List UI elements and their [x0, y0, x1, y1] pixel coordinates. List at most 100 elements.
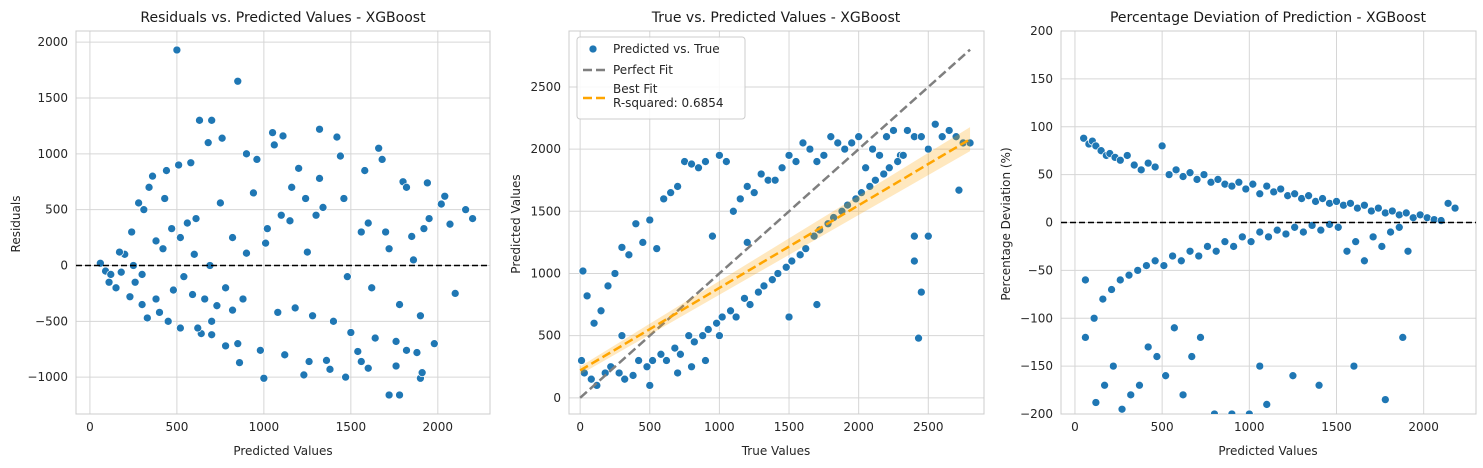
data-point	[1290, 222, 1300, 232]
data-point	[868, 144, 877, 154]
x-tick-label: 2000	[423, 420, 454, 434]
y-axis-label: Percentage Deviation (%)	[999, 147, 1013, 300]
data-point	[148, 171, 157, 181]
data-point	[172, 45, 182, 55]
data-point	[577, 356, 586, 365]
x-tick-label: 2000	[843, 420, 874, 434]
data-point	[228, 233, 237, 242]
x-tick-label: 2500	[913, 420, 944, 434]
data-point	[429, 339, 439, 349]
y-tick-label: 50	[1038, 168, 1053, 182]
y-tick-label: 2000	[530, 142, 561, 156]
data-point	[673, 182, 682, 191]
data-point	[652, 244, 662, 253]
data-point	[742, 238, 752, 247]
data-point	[189, 249, 199, 259]
x-tick-label: 1500	[1321, 420, 1352, 434]
data-point	[1211, 246, 1221, 256]
data-point	[262, 224, 272, 233]
data-point	[332, 132, 342, 142]
data-point	[417, 368, 427, 378]
data-point	[167, 224, 177, 233]
data-point	[1360, 200, 1369, 210]
data-point	[1262, 400, 1272, 409]
data-point	[801, 244, 811, 253]
data-point	[419, 224, 429, 233]
data-point	[1171, 165, 1181, 175]
data-point	[1333, 222, 1343, 232]
data-point	[256, 346, 265, 355]
data-point	[242, 149, 251, 159]
y-tick-label: 100	[1030, 120, 1053, 134]
data-point	[424, 214, 434, 223]
data-point	[1081, 275, 1090, 285]
data-point	[754, 287, 763, 297]
data-point	[634, 356, 643, 365]
data-point	[276, 210, 286, 220]
data-point	[784, 312, 794, 322]
data-point	[596, 306, 606, 316]
data-point	[203, 138, 213, 148]
y-tick-label: −150	[1020, 359, 1053, 373]
data-point	[280, 350, 290, 360]
data-point	[1178, 172, 1188, 181]
data-point	[1244, 409, 1254, 414]
data-point	[158, 244, 168, 254]
data-point	[367, 283, 377, 293]
data-point	[930, 119, 940, 129]
data-point	[1262, 181, 1272, 191]
x-tick-label: 500	[165, 420, 188, 434]
data-point	[1332, 197, 1341, 206]
data-point	[715, 151, 724, 160]
x-tick-label: 0	[1071, 420, 1079, 434]
data-point	[221, 283, 230, 293]
plot-area	[577, 48, 975, 399]
data-point	[1248, 179, 1258, 189]
data-point	[1264, 232, 1273, 242]
data-point	[407, 232, 417, 241]
data-point	[624, 250, 634, 260]
data-point	[795, 250, 805, 260]
x-tick-label: 500	[1151, 420, 1174, 434]
data-point	[1398, 333, 1408, 342]
data-point	[812, 157, 822, 166]
data-point	[735, 194, 745, 204]
data-point	[125, 292, 135, 302]
data-point	[1360, 256, 1369, 266]
chart-title: Percentage Deviation of Prediction - XGB…	[1110, 10, 1427, 26]
x-tick-label: 1000	[249, 420, 280, 434]
data-point	[1386, 227, 1395, 237]
data-point	[843, 200, 852, 210]
x-tick-label: 2000	[1408, 420, 1439, 434]
data-point	[638, 238, 648, 247]
data-point	[1135, 380, 1144, 390]
data-point	[391, 337, 401, 346]
data-point	[1316, 225, 1326, 235]
data-point	[395, 390, 404, 400]
data-point	[847, 138, 857, 148]
data-point	[726, 306, 735, 316]
data-point	[610, 269, 620, 278]
data-point	[1213, 175, 1223, 184]
y-tick-label: −200	[1020, 407, 1053, 421]
data-point	[163, 316, 173, 326]
data-point	[111, 283, 121, 293]
data-point	[1227, 409, 1237, 414]
data-point	[740, 294, 749, 303]
y-tick-label: 150	[1030, 72, 1053, 86]
data-point	[115, 247, 124, 257]
data-point	[1108, 361, 1118, 371]
data-point	[903, 126, 912, 135]
data-point	[1185, 168, 1195, 178]
y-tick-label: 1000	[37, 147, 68, 161]
data-point	[889, 126, 898, 135]
y-tick-label: 500	[45, 203, 68, 217]
data-point	[402, 346, 411, 355]
data-point	[676, 349, 685, 359]
data-point	[1168, 251, 1177, 261]
data-point	[207, 316, 217, 326]
data-point	[603, 281, 613, 291]
data-point	[233, 76, 243, 86]
data-point	[1159, 261, 1169, 270]
data-point	[384, 390, 394, 400]
